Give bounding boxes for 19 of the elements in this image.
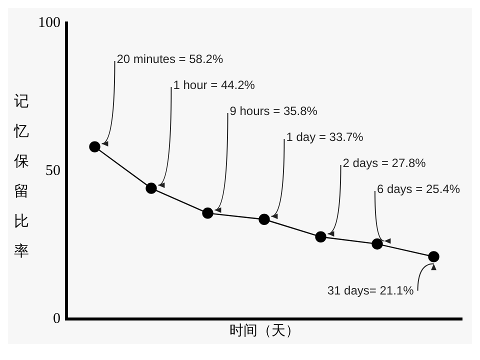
data-label: 6 days = 25.4% xyxy=(376,182,460,196)
point xyxy=(315,231,326,242)
data-label: 1 day = 33.7% xyxy=(286,130,364,144)
y-axis-title: 记忆保留比率 xyxy=(14,91,30,262)
y-tick-label: 100 xyxy=(38,14,60,31)
point xyxy=(202,208,214,219)
data-label: 2 days = 27.8% xyxy=(342,156,426,170)
data-label: 1 hour = 44.2% xyxy=(173,78,256,92)
point xyxy=(258,214,270,225)
y-tick-label: 50 xyxy=(46,163,60,180)
point xyxy=(428,251,440,262)
data-label: 31 days= 21.1% xyxy=(327,284,414,298)
point xyxy=(89,141,100,152)
y-tick-label: 0 xyxy=(53,311,60,328)
data-label: 9 hours = 35.8% xyxy=(230,104,318,118)
data-label: 20 minutes = 58.2% xyxy=(116,52,224,66)
x-axis-title: 时间（天） xyxy=(229,323,300,340)
point xyxy=(146,182,157,194)
point xyxy=(372,238,383,250)
